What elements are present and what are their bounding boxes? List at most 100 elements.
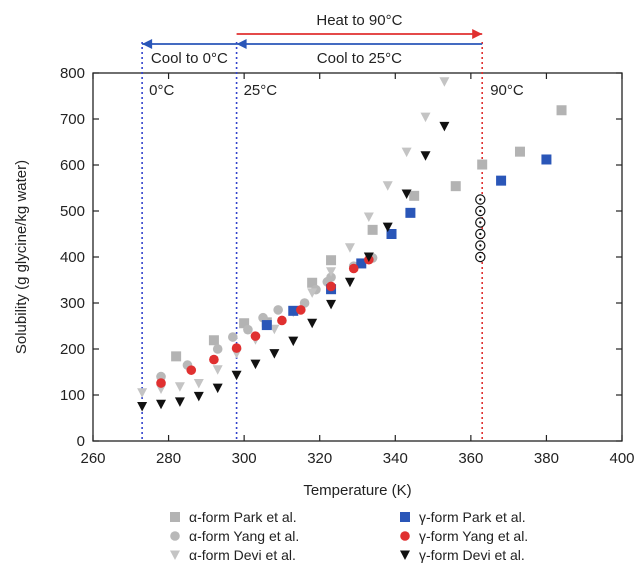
- data-point: [288, 336, 299, 347]
- data-point: [450, 181, 461, 192]
- data-point: [243, 324, 253, 335]
- data-point: [475, 228, 486, 240]
- data-point: [344, 243, 355, 253]
- data-point: [348, 263, 359, 274]
- arrow-head: [236, 39, 247, 49]
- data-point: [356, 258, 367, 269]
- data-point: [307, 277, 318, 288]
- reference-line-label: 0°C: [149, 82, 174, 99]
- arrow-head: [142, 39, 153, 49]
- open-circle-dot: [479, 209, 482, 213]
- x-tick-label: 300: [232, 450, 257, 467]
- data-point: [363, 212, 374, 222]
- data-point: [296, 305, 306, 315]
- data-point: [420, 112, 431, 123]
- data-point: [288, 305, 299, 316]
- series-2: [137, 77, 450, 398]
- legend-label: γ-form Yang et al.: [419, 528, 528, 544]
- data-point: [326, 255, 337, 266]
- data-point: [273, 305, 283, 315]
- legend-label: α-form Park et al.: [189, 509, 297, 525]
- data-point: [382, 181, 393, 191]
- data-point: [137, 388, 148, 398]
- arrow-label: Heat to 90°C: [316, 12, 402, 29]
- x-tick-label: 400: [609, 450, 634, 467]
- data-point: [239, 318, 250, 329]
- data-point: [307, 318, 318, 329]
- data-points-layer: [137, 77, 567, 412]
- legend-marker: [400, 550, 410, 560]
- legend-label: γ-form Park et al.: [419, 509, 526, 525]
- series-5: [137, 121, 450, 412]
- data-point: [156, 378, 166, 388]
- legend-label: γ-form Devi et al.: [419, 547, 525, 563]
- legend-item: α-form Yang et al.: [170, 528, 299, 544]
- annotation-arrows-layer: Heat to 90°C Cool to 0°C Cool to 25°C: [142, 12, 483, 67]
- data-point: [496, 175, 507, 186]
- data-point: [344, 277, 355, 288]
- y-tick-label: 500: [60, 203, 85, 220]
- y-tick-label: 800: [60, 65, 85, 82]
- data-point: [382, 222, 393, 233]
- data-point: [193, 379, 204, 389]
- open-circle-dot: [479, 221, 482, 224]
- data-point: [326, 267, 337, 277]
- y-tick-label: 400: [60, 249, 85, 266]
- data-point: [174, 397, 185, 407]
- legend-item: γ-form Yang et al.: [400, 528, 528, 544]
- data-point: [209, 354, 219, 365]
- data-point: [541, 154, 552, 165]
- legend-item: γ-form Park et al.: [400, 509, 526, 525]
- data-point: [186, 365, 197, 375]
- data-point: [277, 315, 287, 326]
- y-tick-label: 700: [60, 111, 85, 128]
- data-point: [231, 343, 242, 353]
- data-point: [171, 351, 182, 362]
- legend-marker: [170, 531, 180, 541]
- data-point: [269, 324, 280, 335]
- reference-lines-layer: 0°C 25°C 90°C: [141, 42, 524, 441]
- open-circle-dot: [479, 244, 482, 247]
- data-point: [156, 399, 167, 410]
- axis-ticks-layer: 260 280 300 320 340 360 380 400 0 100 200 300 400 500…: [13, 65, 635, 499]
- y-tick-label: 100: [60, 387, 85, 404]
- data-point: [137, 402, 148, 412]
- data-point: [439, 77, 450, 87]
- arrow-heat-to-90-c: Heat to 90°C: [236, 12, 483, 39]
- data-point: [386, 229, 397, 239]
- legend: α-form Park et al. α-form Yang et al. α-fo…: [170, 509, 528, 563]
- data-point: [514, 146, 525, 157]
- data-point: [475, 205, 486, 217]
- legend-item: α-form Park et al.: [170, 509, 297, 525]
- data-point: [401, 189, 412, 199]
- data-point: [326, 272, 336, 283]
- y-axis-title: Solubility (g glycine/kg water): [13, 160, 30, 354]
- series-1: [156, 253, 378, 382]
- data-point: [174, 382, 185, 392]
- legend-marker: [400, 531, 410, 541]
- legend-marker: [170, 512, 180, 522]
- data-point: [475, 217, 486, 228]
- legend-marker: [170, 550, 180, 560]
- open-circle-dot: [479, 232, 482, 236]
- x-tick-label: 340: [383, 450, 408, 467]
- x-tick-label: 280: [156, 450, 181, 467]
- y-tick-label: 200: [60, 341, 85, 358]
- data-point: [269, 349, 280, 359]
- data-point: [250, 359, 261, 370]
- x-axis-title: Temperature (K): [303, 482, 411, 499]
- data-point: [363, 252, 374, 262]
- data-point: [326, 281, 336, 292]
- arrow-cool-to-25-c: Cool to 25°C: [236, 39, 483, 67]
- arrow-cool-to-0-c: Cool to 0°C: [142, 39, 237, 67]
- x-tick-label: 360: [458, 450, 483, 467]
- y-tick-label: 0: [77, 433, 85, 450]
- data-point: [212, 383, 223, 394]
- data-point: [475, 194, 486, 205]
- data-point: [326, 299, 337, 310]
- data-point: [439, 121, 450, 132]
- data-point: [261, 320, 272, 331]
- reference-line-label: 25°C: [244, 82, 278, 99]
- data-point: [477, 159, 488, 170]
